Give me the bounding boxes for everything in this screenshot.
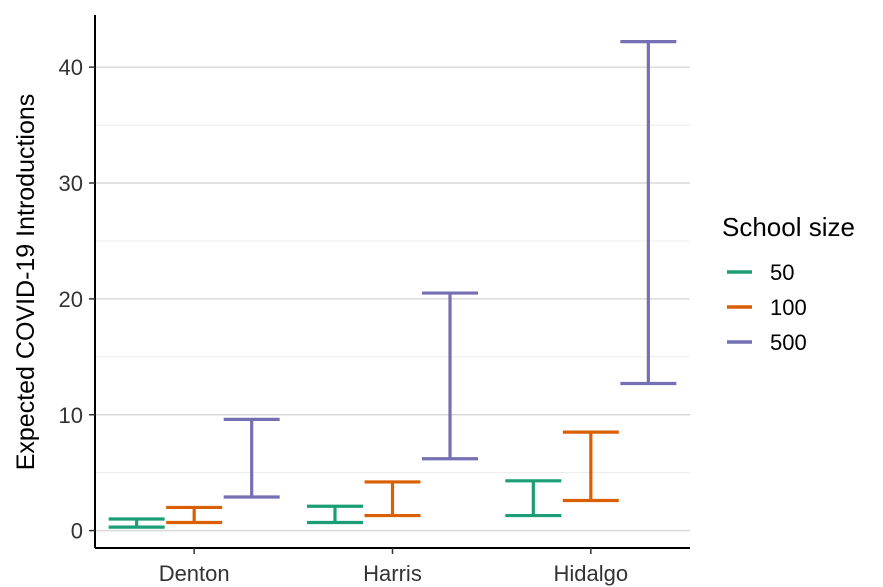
legend-item: 100 (727, 295, 807, 320)
error-bar (108, 517, 165, 529)
y-tick-label: 10 (59, 403, 83, 428)
legend-label: 500 (770, 330, 807, 355)
error-bar (306, 504, 363, 525)
x-tick-label: Harris (363, 561, 422, 586)
error-bars (108, 40, 677, 529)
error-bar (223, 417, 280, 499)
legend: School size 50 100 500 (722, 212, 855, 355)
x-tick-label: Hidalgo (554, 561, 629, 586)
y-axis-title: Expected COVID-19 Introductions (12, 94, 40, 471)
error-bar (166, 505, 223, 525)
y-tick-label: 40 (59, 55, 83, 80)
error-bar (364, 480, 421, 518)
error-bar (562, 430, 619, 503)
x-ticks: Denton Harris Hidalgo (159, 548, 628, 586)
y-tick-label: 20 (59, 287, 83, 312)
legend-label: 50 (770, 260, 794, 285)
y-tick-label: 30 (59, 171, 83, 196)
x-tick-label: Denton (159, 561, 230, 586)
legend-label: 100 (770, 295, 807, 320)
error-bar (505, 479, 562, 518)
y-tick-label: 0 (71, 519, 83, 544)
y-ticks: 0 10 20 30 40 (59, 55, 95, 544)
error-bar (422, 291, 479, 461)
legend-item: 500 (727, 330, 807, 355)
legend-item: 50 (727, 260, 794, 285)
axes (94, 15, 690, 549)
legend-title: School size (722, 212, 855, 242)
error-bar (620, 40, 677, 386)
gridlines (95, 66, 690, 532)
